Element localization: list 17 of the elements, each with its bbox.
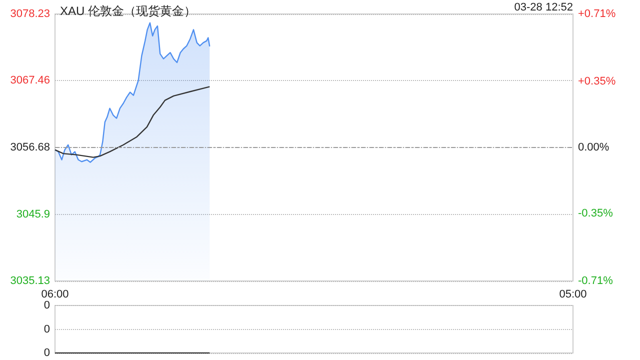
y-tick-label: 0 bbox=[44, 347, 50, 359]
x-tick-label: 06:00 bbox=[41, 288, 69, 300]
chart-title: XAU 伦敦金（现货黄金） bbox=[60, 4, 196, 18]
text: 03-28 12:52 bbox=[514, 2, 573, 14]
y2-tick-label: -0.35% bbox=[578, 207, 614, 220]
y-tick-label: 3078.23 bbox=[10, 8, 50, 20]
y2-tick-label: 0.00% bbox=[578, 142, 610, 154]
y-tick-label: 3045.9 bbox=[16, 208, 50, 220]
y-tick-label: 3067.46 bbox=[10, 74, 50, 87]
y-tick-label: 0 bbox=[44, 300, 50, 312]
y-tick-label: 3056.68 bbox=[10, 142, 50, 154]
y2-tick-label: +0.35% bbox=[578, 76, 616, 88]
y-tick-label: 0 bbox=[44, 323, 50, 336]
y2-tick-label: -0.71% bbox=[578, 275, 614, 287]
y-tick-label: 3035.13 bbox=[10, 275, 50, 287]
y2-tick-label: +0.71% bbox=[578, 8, 616, 20]
x-tick-label: 05:00 bbox=[559, 288, 587, 300]
